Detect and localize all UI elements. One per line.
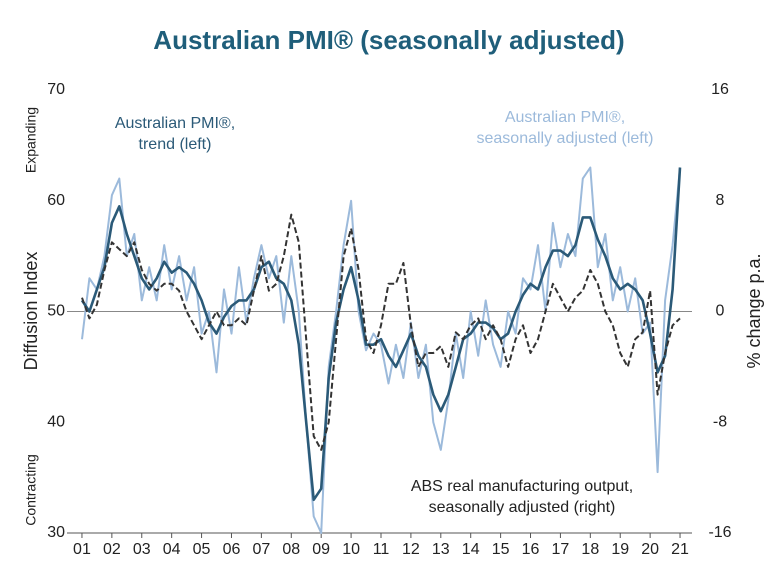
series-label: trend (left): [139, 136, 212, 153]
x-tick-label: 07: [252, 541, 270, 558]
series-line: [81, 213, 681, 451]
series-label: Australian PMI®,: [505, 109, 625, 126]
x-tick-label: 15: [492, 541, 510, 558]
series-label: ABS real manufacturing output,: [411, 478, 633, 495]
x-tick-label: 14: [462, 541, 480, 558]
x-tick-label: 10: [342, 541, 360, 558]
series-line: [81, 166, 681, 534]
y2-tick-label: 0: [716, 303, 725, 320]
x-tick-label: 04: [163, 541, 181, 558]
x-tick-label: 05: [193, 541, 211, 558]
contracting-label: Contracting: [23, 454, 39, 526]
series-line: [80, 167, 682, 502]
x-tick-label: 21: [671, 541, 689, 558]
y2-tick-label: 16: [711, 81, 729, 98]
series-label: seasonally adjusted (right): [429, 499, 616, 516]
series-label: Australian PMI®,: [115, 115, 235, 132]
x-tick-label: 01: [73, 541, 91, 558]
y-tick-label: 70: [47, 81, 65, 98]
x-tick-label: 03: [133, 541, 151, 558]
x-tick-label: 12: [402, 541, 420, 558]
chart-title: Australian PMI® (seasonally adjusted): [153, 25, 624, 55]
x-tick-label: 16: [522, 541, 540, 558]
y-tick-label: 60: [47, 192, 65, 209]
y2-tick-label: 8: [716, 192, 725, 209]
y-axis-label: Diffusion Index: [21, 252, 41, 371]
x-tick-label: 02: [103, 541, 121, 558]
x-tick-label: 19: [611, 541, 629, 558]
x-tick-label: 20: [641, 541, 659, 558]
y2-tick-label: -16: [708, 524, 731, 541]
y-tick-label: 50: [47, 303, 65, 320]
x-tick-label: 18: [581, 541, 599, 558]
y-tick-label: 40: [47, 413, 65, 430]
x-tick-label: 11: [373, 541, 390, 558]
y-tick-label: 30: [47, 524, 65, 541]
x-tick-label: 08: [282, 541, 300, 558]
y2-tick-label: -8: [713, 413, 727, 430]
y2-axis-label: % change p.a.: [744, 253, 764, 368]
expanding-label: Expanding: [23, 107, 39, 173]
x-tick-label: 06: [223, 541, 241, 558]
x-tick-label: 13: [432, 541, 450, 558]
x-tick-label: 17: [552, 541, 570, 558]
x-tick-label: 09: [312, 541, 330, 558]
series-label: seasonally adjusted (left): [477, 130, 654, 147]
